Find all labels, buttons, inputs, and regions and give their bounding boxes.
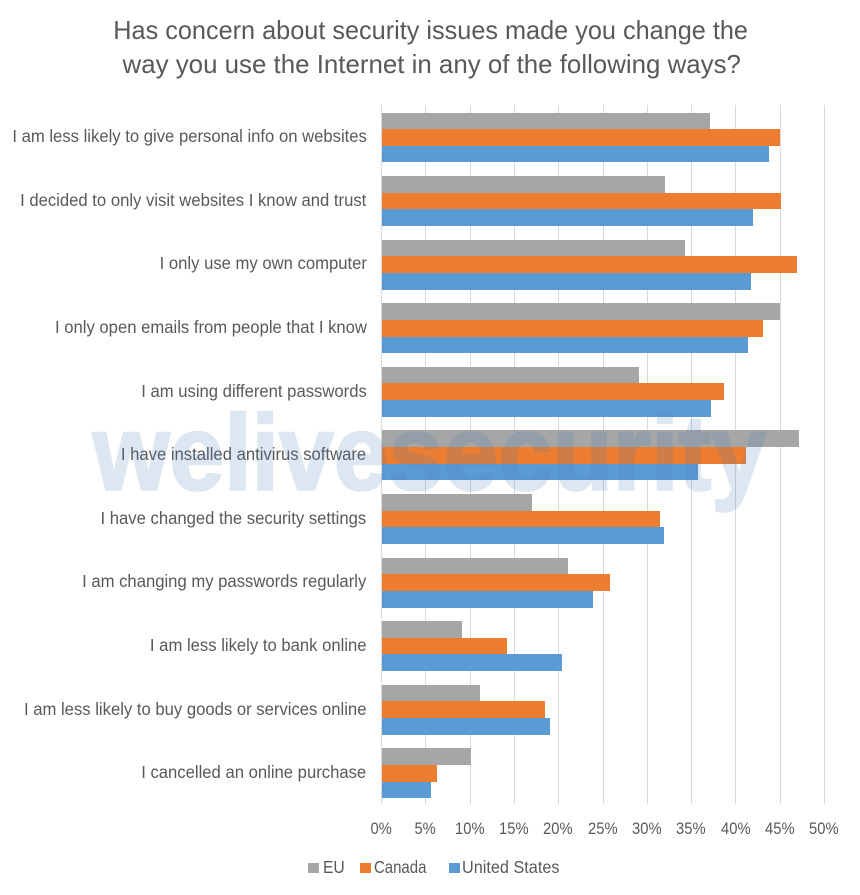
svg-text:welivesecurity: welivesecurity <box>92 393 766 513</box>
